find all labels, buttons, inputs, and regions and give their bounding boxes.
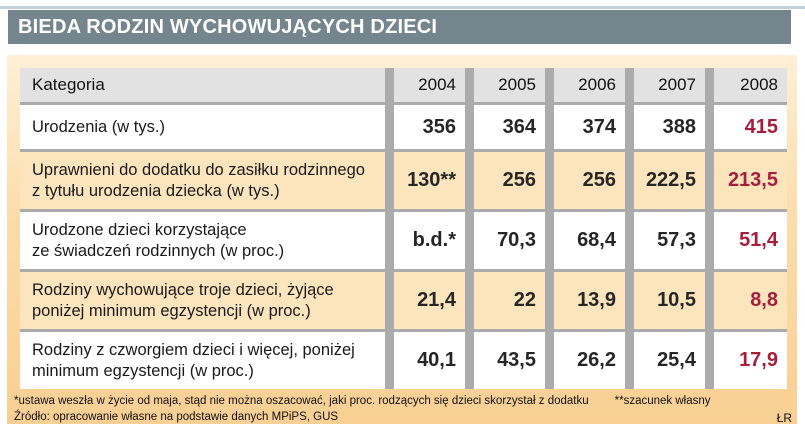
cell-r1-2008: 415: [714, 105, 787, 149]
cell-r4-2008: 8,8: [714, 272, 787, 329]
cell-r3-2006: 68,4: [554, 212, 625, 269]
table-panel: Kategoria 2004 2005 2006 2007 2008 Urodz…: [7, 55, 797, 425]
footnote-asterisk: *ustawa weszła w życie od maja, stąd nie…: [14, 395, 589, 407]
top-accent-line: [0, 6, 805, 9]
row2-label-line2: z tytułu urodzenia dziecka (w tys.): [32, 181, 280, 200]
cell-r3-2007: 57,3: [634, 212, 705, 269]
row5-label: Rodziny z czworgiem dzieci i więcej, pon…: [20, 332, 385, 389]
footnote-line2: Źródło: opracowanie własne na podstawie …: [14, 411, 792, 425]
cell-r1-2006: 374: [554, 105, 625, 149]
footnote-double-asterisk: **szacunek własny: [614, 395, 711, 407]
row1-label-line1: Urodzenia (w tys.): [32, 117, 165, 136]
header-cell-2008: 2008: [714, 68, 787, 102]
page-title: BIEDA RODZIN WYCHOWUJĄCYCH DZIECI: [18, 15, 438, 38]
cell-r1-2004: 356: [394, 105, 465, 149]
cell-r5-2006: 26,2: [554, 332, 625, 389]
cell-r2-2008: 213,5: [714, 152, 787, 209]
author-initials: ŁR: [776, 411, 792, 425]
title-bar: BIEDA RODZIN WYCHOWUJĄCYCH DZIECI: [8, 10, 791, 44]
row5-label-line1: Rodziny z czworgiem dzieci i więcej, pon…: [32, 341, 355, 360]
cell-r2-2006: 256: [554, 152, 625, 209]
cell-r4-2004: 21,4: [394, 272, 465, 329]
row3-label: Urodzone dzieci korzystające ze świadcze…: [20, 212, 385, 269]
row4-label-line2: poniżej minimum egzystencji (w proc.): [32, 301, 311, 320]
cell-r5-2007: 25,4: [634, 332, 705, 389]
cell-r2-2005: 256: [474, 152, 545, 209]
row5-label-line2: minimum egzystencji (w proc.): [32, 361, 254, 380]
row4-label-line1: Rodziny wychowujące troje dzieci, żyjące: [32, 281, 334, 300]
row3-label-line1: Urodzone dzieci korzystające: [32, 221, 247, 240]
cell-r3-2004: b.d.*: [394, 212, 465, 269]
footnote-line1: *ustawa weszła w życie od maja, stąd nie…: [14, 395, 792, 407]
header-cell-2006: 2006: [554, 68, 625, 102]
header-cell-2004: 2004: [394, 68, 465, 102]
cell-r5-2008: 17,9: [714, 332, 787, 389]
header-cell-2007: 2007: [634, 68, 705, 102]
cell-r5-2004: 40,1: [394, 332, 465, 389]
data-table: Kategoria 2004 2005 2006 2007 2008 Urodz…: [20, 68, 787, 389]
cell-r1-2007: 388: [634, 105, 705, 149]
header-cell-2005: 2005: [474, 68, 545, 102]
cell-r4-2007: 10,5: [634, 272, 705, 329]
cell-r4-2006: 13,9: [554, 272, 625, 329]
cell-r1-2005: 364: [474, 105, 545, 149]
cell-r3-2008: 51,4: [714, 212, 787, 269]
header-cell-kategoria: Kategoria: [20, 68, 385, 102]
cell-r5-2005: 43,5: [474, 332, 545, 389]
source-note: Źródło: opracowanie własne na podstawie …: [14, 411, 339, 423]
footnotes: *ustawa weszła w życie od maja, stąd nie…: [14, 395, 792, 425]
cell-r4-2005: 22: [474, 272, 545, 329]
row4-label: Rodziny wychowujące troje dzieci, żyjące…: [20, 272, 385, 329]
row2-label: Uprawnieni do dodatku do zasiłku rodzinn…: [20, 152, 385, 209]
cell-r2-2004: 130**: [394, 152, 465, 209]
row1-label: Urodzenia (w tys.): [20, 105, 385, 149]
row2-label-line1: Uprawnieni do dodatku do zasiłku rodzinn…: [32, 161, 365, 180]
cell-r3-2005: 70,3: [474, 212, 545, 269]
cell-r2-2007: 222,5: [634, 152, 705, 209]
row3-label-line2: ze świadczeń rodzinnych (w proc.): [32, 241, 285, 260]
